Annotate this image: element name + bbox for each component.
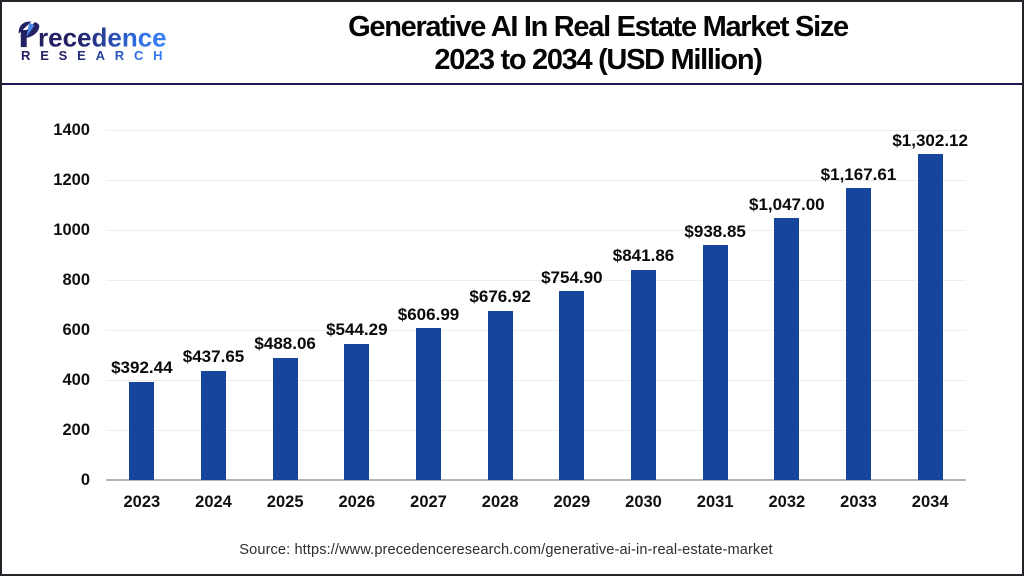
gridline-800 bbox=[106, 279, 966, 281]
leaf-icon bbox=[14, 19, 40, 48]
bar-2027 bbox=[416, 328, 441, 480]
header: recedence RESEARCH Generative AI In Real… bbox=[0, 0, 1024, 83]
x-tick-label-2034: 2034 bbox=[911, 492, 949, 511]
x-tick-label-2028: 2028 bbox=[481, 492, 519, 511]
source-citation: Source: https://www.precedenceresearch.c… bbox=[0, 542, 1012, 558]
gridline-600 bbox=[106, 329, 966, 331]
y-tick-label-1400: 1400 bbox=[53, 121, 90, 139]
logo-brand-text: recedence bbox=[38, 23, 167, 53]
y-tick-label-0: 0 bbox=[80, 471, 90, 489]
y-tick-label-1200: 1200 bbox=[53, 171, 90, 189]
source-text: Source: https://www.precedenceresearch.c… bbox=[239, 541, 773, 558]
bar-value-label-2027: $606.99 bbox=[397, 304, 460, 324]
bar-2032 bbox=[774, 218, 800, 480]
x-tick-label-2030: 2030 bbox=[625, 492, 662, 511]
bar-2026 bbox=[344, 343, 370, 480]
gridline-200 bbox=[106, 429, 966, 431]
logo-subtitle-text: RESEARCH bbox=[21, 48, 172, 63]
y-tick-label-800: 800 bbox=[62, 271, 90, 289]
chart-title-line1: Generative AI In Real Estate Market Size bbox=[348, 11, 849, 43]
bar-2033 bbox=[846, 188, 871, 480]
y-tick-label-1000: 1000 bbox=[53, 221, 90, 239]
x-tick-label-2027: 2027 bbox=[410, 492, 447, 511]
bar-value-label-2031: $938.85 bbox=[684, 221, 746, 241]
bar-2034 bbox=[917, 154, 943, 480]
bar-2030 bbox=[631, 269, 656, 480]
bar-value-label-2028: $676.92 bbox=[469, 287, 531, 307]
gridline-1000 bbox=[106, 229, 966, 231]
bar-value-label-2032: $1,047.00 bbox=[749, 194, 825, 214]
gridline-1200 bbox=[106, 179, 966, 181]
bar-value-label-2033: $1,167.61 bbox=[820, 164, 897, 184]
bar-value-label-2030: $841.86 bbox=[612, 246, 675, 266]
x-tick-label-2025: 2025 bbox=[266, 492, 304, 511]
bar-value-label-2025: $488.06 bbox=[254, 334, 316, 354]
chart-title: Generative AI In Real Estate Market Size… bbox=[300, 11, 896, 77]
x-tick-label-2026: 2026 bbox=[338, 492, 376, 511]
x-tick-label-2023: 2023 bbox=[123, 492, 161, 511]
brand-logo: recedence RESEARCH bbox=[14, 19, 172, 63]
x-tick-label-2024: 2024 bbox=[195, 492, 232, 511]
x-tick-label-2033: 2033 bbox=[840, 492, 877, 511]
y-tick-label-600: 600 bbox=[62, 321, 90, 339]
bar-value-label-2029: $754.90 bbox=[541, 267, 603, 287]
bar-2031 bbox=[702, 245, 728, 480]
gridline-400 bbox=[106, 379, 966, 381]
bar-chart: 0 200 400 600 800 1000 1200 1400 $392.44 2023 $437… bbox=[53, 121, 968, 511]
y-tick-label-200: 200 bbox=[62, 421, 90, 439]
bar-2025 bbox=[272, 357, 298, 480]
x-axis-line bbox=[106, 478, 966, 481]
bar-value-label-2024: $437.65 bbox=[182, 347, 245, 367]
bar-2028 bbox=[487, 310, 513, 480]
x-tick-label-2031: 2031 bbox=[696, 492, 734, 511]
y-tick-label-400: 400 bbox=[62, 371, 90, 389]
bar-2024 bbox=[201, 370, 226, 480]
header-divider bbox=[0, 83, 1024, 85]
bar-value-label-2026: $544.29 bbox=[326, 320, 388, 340]
chart-title-line2: 2023 to 2034 (USD Million) bbox=[434, 44, 762, 76]
bar-value-label-2034: $1,302.12 bbox=[892, 130, 968, 150]
x-tick-label-2029: 2029 bbox=[553, 492, 591, 511]
x-tick-label-2032: 2032 bbox=[768, 492, 806, 511]
bar-2029 bbox=[559, 291, 585, 480]
bar-value-label-2023: $392.44 bbox=[111, 358, 173, 378]
bar-2023 bbox=[129, 381, 155, 480]
gridline-1400 bbox=[106, 129, 966, 131]
